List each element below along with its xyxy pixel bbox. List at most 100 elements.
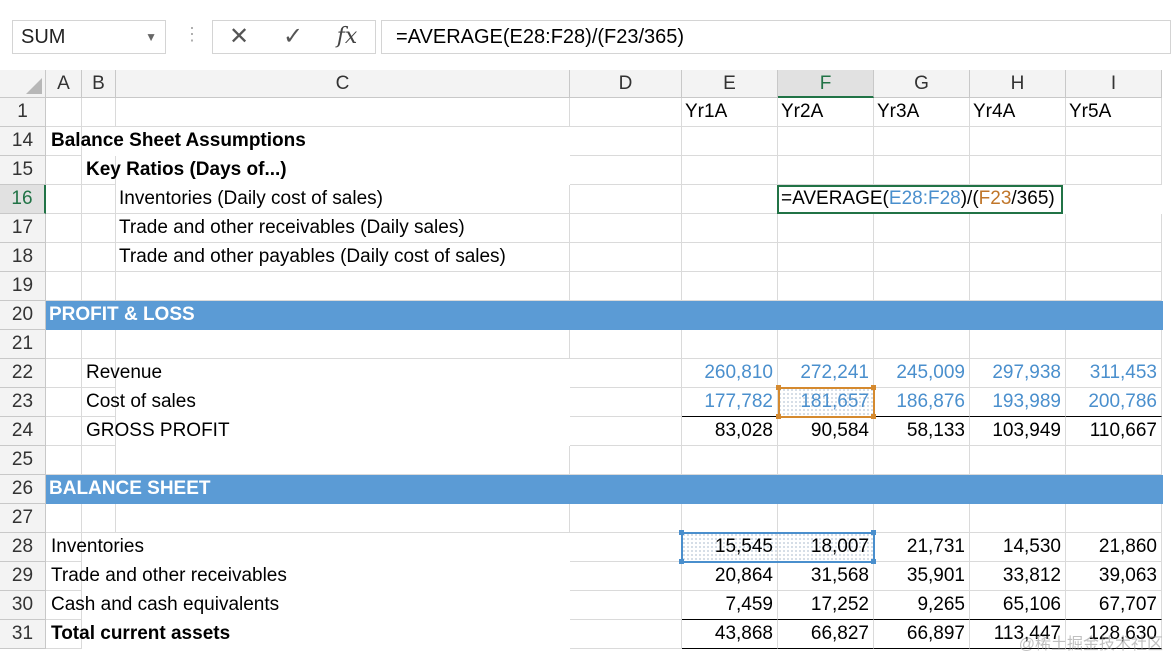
cell[interactable]	[570, 330, 682, 359]
row-header-1[interactable]: 1	[0, 98, 46, 127]
cell[interactable]	[46, 504, 82, 533]
label-cash[interactable]: Cash and cash equivalents	[46, 591, 279, 620]
cell[interactable]	[570, 243, 682, 272]
check-icon[interactable]: ✓	[282, 23, 304, 50]
label-inventories[interactable]: Inventories	[46, 533, 144, 562]
cell[interactable]	[570, 156, 682, 185]
cell[interactable]	[1066, 446, 1162, 475]
revenue-yr1a[interactable]: 260,810	[682, 359, 778, 388]
column-header-d[interactable]: D	[570, 70, 682, 98]
cell[interactable]	[874, 272, 970, 301]
cell[interactable]	[570, 533, 682, 562]
active-cell-editor[interactable]: =AVERAGE(E28:F28)/(F23/365)	[777, 185, 1063, 214]
reference-handle[interactable]	[871, 414, 876, 419]
cell[interactable]	[116, 98, 570, 127]
cell[interactable]	[874, 330, 970, 359]
receivables-yr5a[interactable]: 39,063	[1066, 562, 1162, 591]
cell[interactable]	[874, 156, 970, 185]
total-current-assets-yr5a[interactable]: 128,630	[1066, 620, 1162, 649]
cell[interactable]	[682, 272, 778, 301]
label-trade-receivables[interactable]: Trade and other receivables	[46, 562, 287, 591]
cell[interactable]	[116, 446, 570, 475]
column-header-g[interactable]: G	[874, 70, 970, 98]
cell[interactable]	[570, 620, 682, 649]
gross-profit-yr3a[interactable]: 58,133	[874, 417, 970, 446]
cell[interactable]	[1066, 156, 1162, 185]
chevron-down-icon[interactable]: ▼	[145, 30, 157, 44]
cell[interactable]	[82, 98, 116, 127]
cell[interactable]	[116, 272, 570, 301]
label-payables-days[interactable]: Trade and other payables (Daily cost of …	[116, 243, 570, 272]
cell[interactable]	[570, 272, 682, 301]
cell[interactable]	[874, 446, 970, 475]
cell[interactable]	[46, 446, 82, 475]
column-header-a[interactable]: A	[46, 70, 82, 98]
cost-of-sales-yr2a[interactable]: 181,657	[778, 388, 874, 417]
revenue-yr4a[interactable]: 297,938	[970, 359, 1066, 388]
reference-handle[interactable]	[776, 385, 781, 390]
cell[interactable]	[682, 156, 778, 185]
receivables-yr3a[interactable]: 35,901	[874, 562, 970, 591]
row-header-19[interactable]: 19	[0, 272, 46, 301]
cell[interactable]	[82, 504, 116, 533]
row-header-18[interactable]: 18	[0, 243, 46, 272]
formula-input[interactable]: =AVERAGE(E28:F28)/(F23/365)	[381, 20, 1171, 54]
cell[interactable]	[82, 330, 116, 359]
cell[interactable]	[570, 359, 682, 388]
row-header-21[interactable]: 21	[0, 330, 46, 359]
inventories-yr5a[interactable]: 21,860	[1066, 533, 1162, 562]
section-title-balance-sheet-assumptions[interactable]: Balance Sheet Assumptions	[46, 127, 306, 156]
gross-profit-yr2a[interactable]: 90,584	[778, 417, 874, 446]
row-header-14[interactable]: 14	[0, 127, 46, 156]
cost-of-sales-yr5a[interactable]: 200,786	[1066, 388, 1162, 417]
cash-yr2a[interactable]: 17,252	[778, 591, 874, 620]
cell[interactable]	[570, 388, 682, 417]
cash-yr1a[interactable]: 7,459	[682, 591, 778, 620]
revenue-yr5a[interactable]: 311,453	[1066, 359, 1162, 388]
year-header-yr4a[interactable]: Yr4A	[970, 98, 1066, 127]
cash-yr5a[interactable]: 67,707	[1066, 591, 1162, 620]
inventories-yr4a[interactable]: 14,530	[970, 533, 1066, 562]
cell[interactable]	[1066, 330, 1162, 359]
cell[interactable]	[778, 330, 874, 359]
row-header-31[interactable]: 31	[0, 620, 46, 649]
cell[interactable]	[570, 504, 682, 533]
cell[interactable]	[682, 127, 778, 156]
cell[interactable]	[570, 185, 682, 214]
column-header-b[interactable]: B	[82, 70, 116, 98]
cell[interactable]	[570, 446, 682, 475]
inventories-yr2a[interactable]: 18,007	[778, 533, 874, 562]
label-inventories-days[interactable]: Inventories (Daily cost of sales)	[116, 185, 570, 214]
cell[interactable]	[570, 591, 682, 620]
cell[interactable]	[778, 127, 874, 156]
cell[interactable]	[116, 504, 570, 533]
total-current-assets-yr1a[interactable]: 43,868	[682, 620, 778, 649]
column-header-f[interactable]: F	[778, 70, 874, 98]
row-header-15[interactable]: 15	[0, 156, 46, 185]
cell[interactable]	[682, 330, 778, 359]
column-header-i[interactable]: I	[1066, 70, 1162, 98]
cell[interactable]	[46, 98, 82, 127]
cell[interactable]	[570, 127, 682, 156]
cell[interactable]	[116, 330, 570, 359]
cell[interactable]	[1066, 127, 1162, 156]
cell[interactable]	[82, 272, 116, 301]
cell[interactable]	[682, 446, 778, 475]
cell[interactable]	[570, 417, 682, 446]
select-all-button[interactable]	[0, 70, 46, 98]
cell[interactable]	[82, 446, 116, 475]
cost-of-sales-yr3a[interactable]: 186,876	[874, 388, 970, 417]
cell[interactable]	[778, 446, 874, 475]
cell[interactable]	[1066, 504, 1162, 533]
insert-function-icon[interactable]: fx	[336, 24, 358, 49]
cell[interactable]	[970, 127, 1066, 156]
receivables-yr2a[interactable]: 31,568	[778, 562, 874, 591]
cost-of-sales-yr4a[interactable]: 193,989	[970, 388, 1066, 417]
year-header-yr5a[interactable]: Yr5A	[1066, 98, 1162, 127]
row-header-22[interactable]: 22	[0, 359, 46, 388]
total-current-assets-yr4a[interactable]: 113,447	[970, 620, 1066, 649]
cell[interactable]	[682, 214, 778, 243]
row-header-25[interactable]: 25	[0, 446, 46, 475]
row-header-27[interactable]: 27	[0, 504, 46, 533]
row-header-29[interactable]: 29	[0, 562, 46, 591]
